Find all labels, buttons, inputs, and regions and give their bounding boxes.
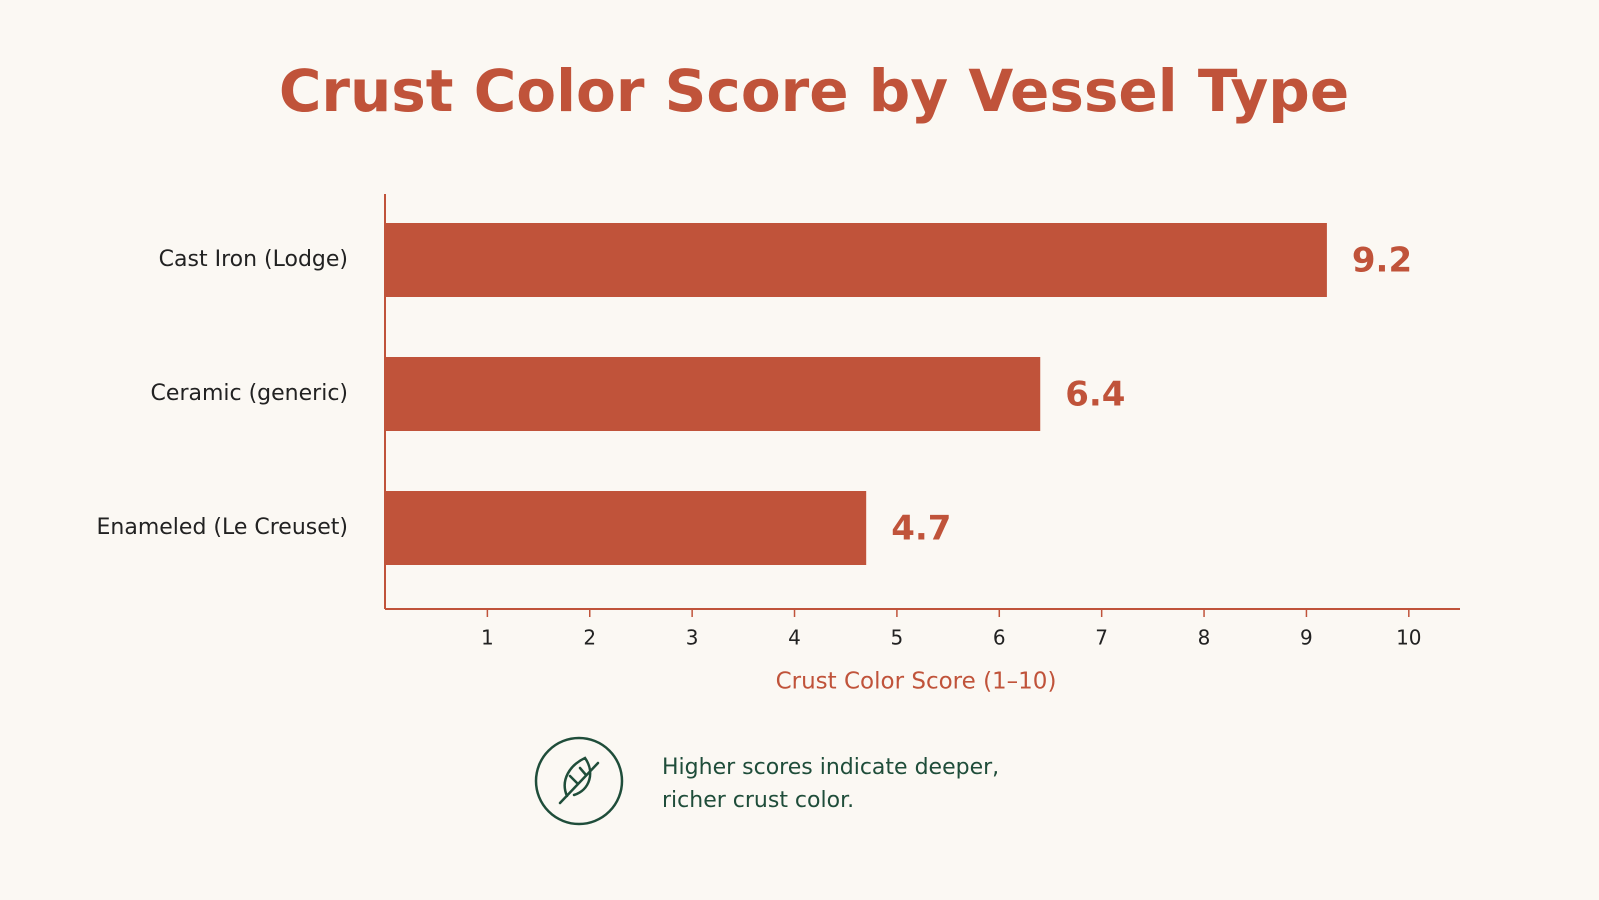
- value-label: 6.4: [1065, 375, 1125, 415]
- x-tick-label: 8: [1198, 626, 1211, 650]
- bar: [385, 491, 867, 565]
- note-icon: [534, 736, 624, 826]
- value-label: 9.2: [1352, 241, 1412, 281]
- y-tick-label: Ceramic (generic): [151, 381, 348, 406]
- x-tick-label: 1: [481, 626, 494, 650]
- bar: [385, 223, 1327, 297]
- x-tick-label: 4: [788, 626, 801, 650]
- x-tick-label: 3: [686, 626, 699, 650]
- note-line: richer crust color.: [662, 788, 854, 813]
- chart-title: Crust Color Score by Vessel Type: [279, 57, 1349, 125]
- value-label: 4.7: [891, 509, 951, 549]
- x-tick-label: 7: [1095, 626, 1108, 650]
- y-tick-label: Enameled (Le Creuset): [97, 515, 349, 540]
- y-tick-label: Cast Iron (Lodge): [159, 247, 348, 272]
- bar: [385, 357, 1041, 431]
- x-tick-label: 2: [583, 626, 596, 650]
- x-tick-label: 5: [891, 626, 904, 650]
- x-tick-label: 6: [993, 626, 1006, 650]
- x-tick-label: 10: [1396, 626, 1421, 650]
- x-axis-label: Crust Color Score (1–10): [776, 669, 1057, 695]
- note-line: Higher scores indicate deeper,: [662, 755, 999, 780]
- x-tick-label: 9: [1300, 626, 1313, 650]
